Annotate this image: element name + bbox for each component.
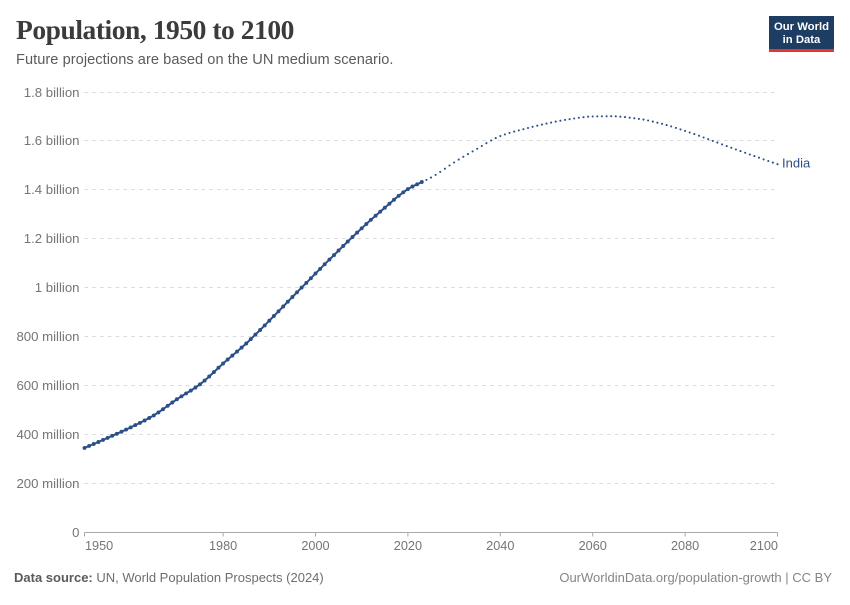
svg-text:1.8 billion: 1.8 billion bbox=[24, 85, 80, 100]
svg-text:600 million: 600 million bbox=[16, 378, 79, 393]
svg-text:1950: 1950 bbox=[85, 539, 113, 553]
svg-text:0: 0 bbox=[72, 525, 79, 540]
svg-text:2080: 2080 bbox=[671, 539, 699, 553]
svg-text:1 billion: 1 billion bbox=[35, 280, 80, 295]
svg-text:400 million: 400 million bbox=[16, 427, 79, 442]
svg-text:2100: 2100 bbox=[750, 539, 778, 553]
svg-text:1.6 billion: 1.6 billion bbox=[24, 133, 80, 148]
svg-text:200 million: 200 million bbox=[16, 476, 79, 491]
svg-text:1.2 billion: 1.2 billion bbox=[24, 231, 80, 246]
svg-text:2040: 2040 bbox=[486, 539, 514, 553]
svg-text:2060: 2060 bbox=[579, 539, 607, 553]
svg-text:800 million: 800 million bbox=[16, 329, 79, 344]
svg-text:1.4 billion: 1.4 billion bbox=[24, 182, 80, 197]
svg-text:India: India bbox=[782, 156, 811, 171]
svg-text:1980: 1980 bbox=[209, 539, 237, 553]
svg-text:2020: 2020 bbox=[394, 539, 422, 553]
svg-text:2000: 2000 bbox=[301, 539, 329, 553]
